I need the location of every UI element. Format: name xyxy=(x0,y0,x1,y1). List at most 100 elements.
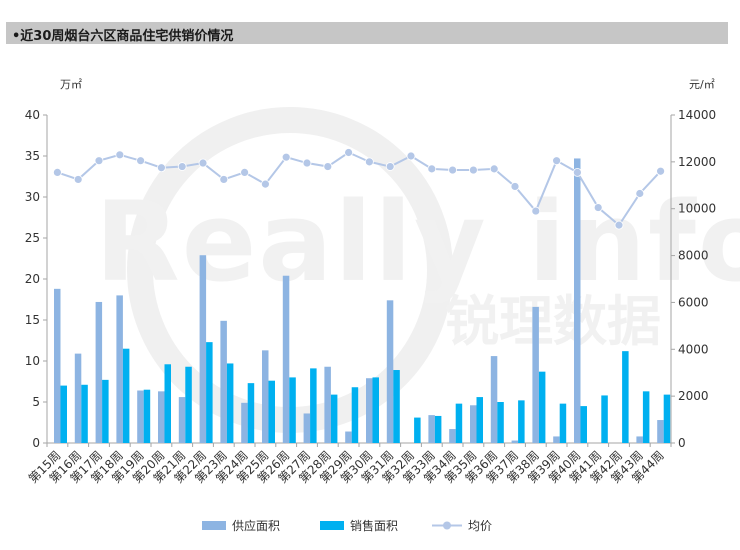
price-point xyxy=(73,175,83,184)
price-point xyxy=(344,148,354,157)
watermark-text-en: Really info xyxy=(95,178,740,306)
bar-sales xyxy=(476,397,483,443)
price-point xyxy=(156,163,166,173)
price-point xyxy=(136,156,146,166)
axes: 0 5 10 15 20 25 30 35 40 0 2000 4000 6000 8000 10000 12… xyxy=(25,78,716,450)
bar-supply xyxy=(262,350,269,443)
price-point xyxy=(240,167,250,177)
price-point xyxy=(427,164,437,174)
y-left-tick-label: 20 xyxy=(25,272,40,286)
legend: 供应面积 销售面积 均价 xyxy=(202,518,492,533)
price-point xyxy=(489,164,499,174)
bar-sales xyxy=(393,370,400,443)
x-tick-labels: 第15周第16周第17周第18周第19周第20周第21周第22周第23周第24周… xyxy=(26,448,667,486)
bar-sales xyxy=(497,402,504,443)
bar-supply xyxy=(657,420,664,443)
bars xyxy=(54,158,671,443)
bar-supply xyxy=(158,391,165,443)
price-point xyxy=(656,166,665,176)
bar-sales xyxy=(310,368,317,443)
price-point xyxy=(552,156,561,166)
legend-swatch-supply xyxy=(202,521,226,530)
y-left-tick-label: 10 xyxy=(25,354,40,368)
bar-sales xyxy=(559,403,567,443)
bar-supply xyxy=(553,436,560,443)
price-point xyxy=(53,167,62,177)
y-left-tick-label: 35 xyxy=(25,149,40,163)
price-point xyxy=(364,157,374,167)
price-point xyxy=(323,162,333,171)
y-right-tick-label: 10000 xyxy=(678,202,716,216)
bar-supply xyxy=(324,366,331,443)
price-point xyxy=(510,182,520,191)
y-left-unit: 万㎡ xyxy=(60,78,82,91)
y-right-tick-label: 8000 xyxy=(678,249,709,263)
y-right-tick-label: 12000 xyxy=(678,155,716,169)
price-point xyxy=(115,150,125,160)
bar-supply xyxy=(366,378,373,443)
bar-sales xyxy=(81,384,88,443)
bar-supply xyxy=(428,415,435,443)
bar-sales xyxy=(247,383,255,443)
bar-sales xyxy=(164,364,171,443)
chart-title: •近30周烟台六区商品住宅供销价情况 xyxy=(12,29,234,44)
bar-sales xyxy=(226,363,234,443)
price-point xyxy=(406,151,416,161)
bar-supply xyxy=(532,306,539,443)
bar-supply xyxy=(178,397,186,443)
bar-supply xyxy=(636,436,643,443)
legend-label-price: 均价 xyxy=(468,519,492,533)
bar-supply xyxy=(282,275,290,443)
bar-sales xyxy=(414,417,421,443)
y-left-tick-label: 30 xyxy=(25,190,40,204)
bar-sales xyxy=(642,391,650,443)
legend-label-sales: 销售面积 xyxy=(350,518,398,533)
price-line xyxy=(53,148,665,230)
price-point xyxy=(302,158,312,168)
bar-sales xyxy=(206,342,213,443)
y-left-tick-label: 15 xyxy=(25,313,40,327)
bar-sales xyxy=(330,394,338,443)
bar-supply xyxy=(54,288,61,443)
y-left-tick-label: 0 xyxy=(32,436,40,450)
bar-sales xyxy=(580,406,587,443)
y-right-unit: 元/㎡ xyxy=(689,78,715,91)
price-point xyxy=(531,206,541,216)
bar-supply xyxy=(574,158,581,443)
bar-supply xyxy=(199,255,207,443)
price-point xyxy=(198,158,208,168)
y-left-tick-label: 25 xyxy=(25,231,40,245)
price-point xyxy=(573,167,582,177)
y-right-tick-label: 2000 xyxy=(678,389,709,403)
title-bar: •近30周烟台六区商品住宅供销价情况 xyxy=(6,22,728,44)
bar-supply xyxy=(303,413,311,443)
price-point xyxy=(281,152,291,162)
bar-supply xyxy=(386,300,394,443)
bar-sales xyxy=(60,385,67,443)
bar-sales xyxy=(601,395,608,443)
bar-supply xyxy=(345,431,352,443)
bar-sales xyxy=(185,366,192,443)
price-point xyxy=(614,220,624,230)
price-point xyxy=(468,165,478,175)
price-point xyxy=(177,162,187,171)
bar-sales xyxy=(122,348,130,443)
bar-supply xyxy=(74,353,82,443)
price-point xyxy=(219,175,229,184)
y-right-tick-label: 0 xyxy=(678,436,686,450)
bar-sales xyxy=(102,379,109,443)
watermark-text-cn: 锐理数据 xyxy=(445,290,661,353)
bar-sales xyxy=(289,377,296,443)
price-point xyxy=(260,179,270,189)
bar-supply xyxy=(241,402,248,443)
price-point xyxy=(635,189,645,198)
bar-supply xyxy=(449,429,456,443)
bar-supply xyxy=(116,295,123,443)
y-right-tick-label: 6000 xyxy=(678,295,709,309)
bar-supply xyxy=(95,301,103,443)
legend-marker-price xyxy=(443,521,451,530)
y-right-tick-label: 4000 xyxy=(678,342,709,356)
bar-sales xyxy=(434,415,442,443)
price-point xyxy=(94,156,104,166)
